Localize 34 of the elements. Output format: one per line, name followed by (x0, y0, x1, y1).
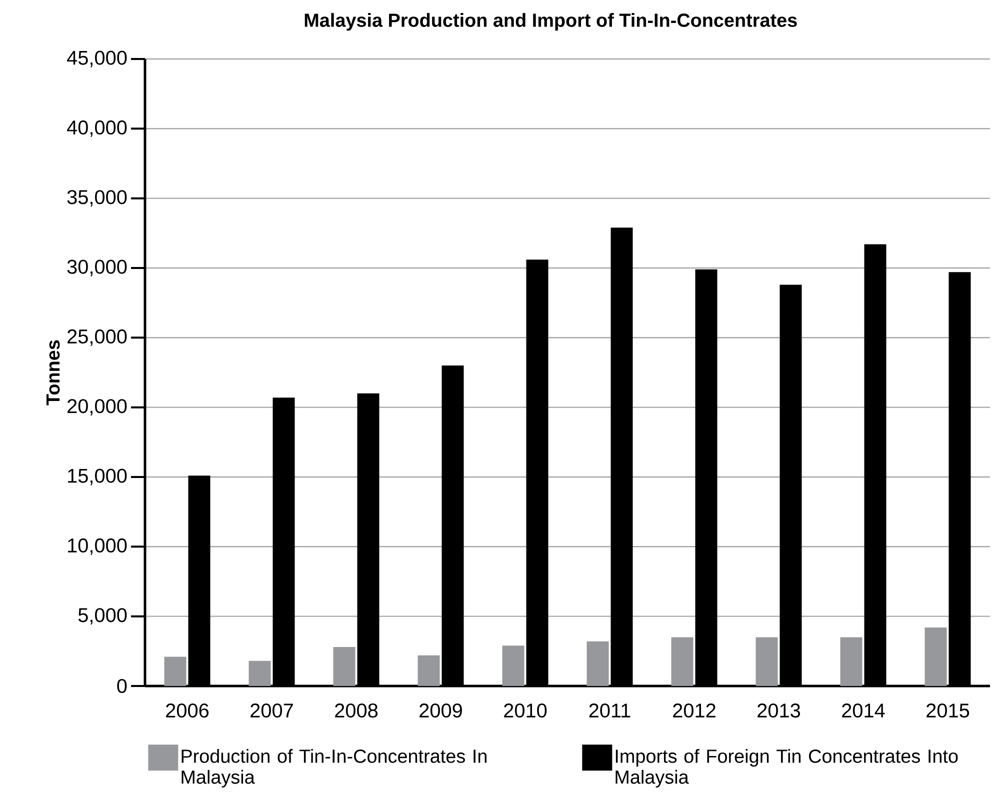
bar (586, 641, 609, 686)
bar (418, 655, 440, 686)
bar (840, 637, 862, 686)
y-tick-label: 0 (117, 678, 127, 694)
y-tick-label: 25,000 (68, 329, 127, 346)
x-tick-label: 2008 (335, 704, 378, 718)
y-axis-title: Tonnes (46, 340, 60, 406)
bar (333, 646, 356, 686)
bar (164, 656, 186, 686)
y-tick-label: 40,000 (66, 120, 127, 137)
bar (756, 637, 778, 686)
y-tick-label: 45,000 (66, 50, 127, 68)
x-tick-label: 2015 (926, 704, 970, 718)
x-tick-label: 2009 (420, 704, 462, 718)
bar (502, 646, 524, 686)
legend-label: Production of Tin-In-Concentrates In Malaysia (182, 748, 486, 788)
x-tick-label: 2013 (758, 704, 800, 718)
x-tick-label: 2011 (589, 704, 630, 718)
bar (924, 627, 947, 686)
x-tick-label: 2006 (166, 704, 209, 718)
bar (671, 637, 694, 686)
x-tick-label: 2010 (504, 704, 547, 718)
x-tick-label: 2012 (673, 704, 716, 718)
y-tick-label: 15,000 (68, 468, 127, 486)
y-tick-label: 20,000 (68, 399, 127, 416)
bar (248, 660, 271, 686)
legend-label: Imports of Foreign Tin Concentrates Into Malaysia (616, 748, 958, 788)
chart-title: Malaysia Production and Import of Tin-In-Concentrates (304, 13, 797, 31)
y-tick-label: 30,000 (67, 260, 127, 276)
y-tick-label: 5,000 (78, 608, 127, 625)
y-tick-label: 35,000 (67, 190, 127, 207)
x-tick-label: 2007 (250, 704, 293, 718)
x-tick-label: 2014 (842, 704, 885, 718)
y-tick-label: 10,000 (68, 538, 127, 555)
